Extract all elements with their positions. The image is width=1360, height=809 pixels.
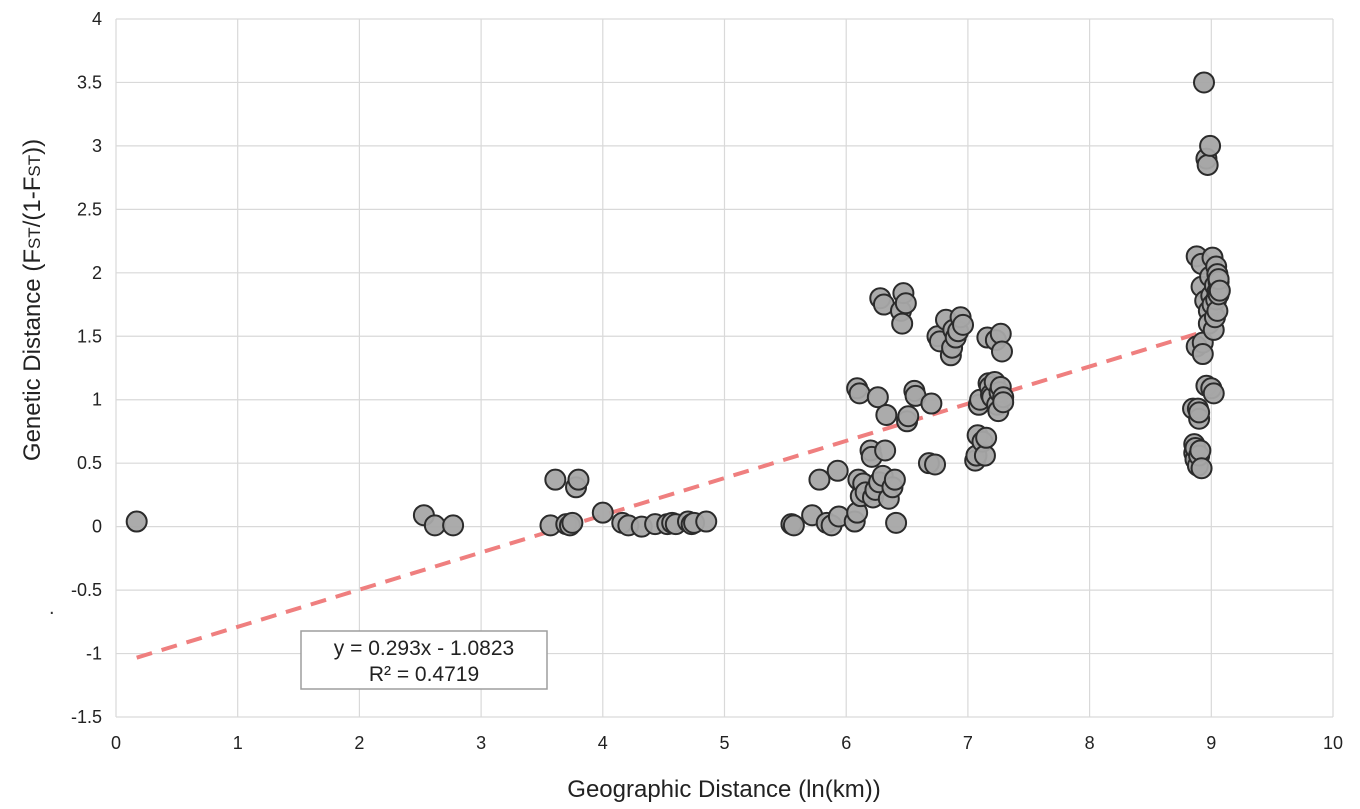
data-point: [891, 312, 914, 335]
x-tick-label: 1: [233, 733, 243, 753]
data-point: [975, 426, 998, 449]
y-tick-label: -0.5: [71, 580, 102, 600]
data-point: [990, 340, 1013, 363]
x-axis-title: Geographic Distance (ln(km)): [567, 776, 880, 803]
y-tick-label: 2.5: [77, 199, 102, 219]
y-axis-title-part: )): [19, 139, 46, 155]
data-point: [1192, 71, 1215, 94]
data-point: [1208, 279, 1231, 302]
y-axis-title: Genetic Distance (FST/(1-FST)): [19, 139, 46, 461]
data-point: [1202, 382, 1225, 405]
data-point: [897, 405, 920, 428]
data-point: [567, 468, 590, 491]
grid-lines: [115, 18, 1334, 718]
y-axis-title-part: /(1-F: [19, 177, 46, 228]
y-tick-label: 2: [92, 263, 102, 283]
y-tick-label: 1.5: [77, 326, 102, 346]
data-point: [782, 514, 805, 537]
trendline: [136, 330, 1203, 660]
data-point: [894, 292, 917, 315]
y-tick-label: 3: [92, 136, 102, 156]
trendline-r-squared: R² = 0.4719: [369, 663, 479, 686]
y-tick-label: 4: [92, 9, 102, 29]
data-points: [125, 71, 1231, 538]
y-tick-labels: -1.5 -1 -0.5 0 0.5 1 1.5 2 2.5 3 3.5 4: [71, 9, 102, 727]
data-point: [875, 403, 898, 426]
x-tick-label: 2: [354, 733, 364, 753]
equation-box: y = 0.293x - 1.0823 R² = 0.4719: [300, 630, 548, 690]
stray-mark: .: [49, 597, 55, 619]
x-tick-label: 6: [841, 733, 851, 753]
x-tick-label: 5: [719, 733, 729, 753]
data-point: [866, 386, 889, 409]
x-tick-label: 8: [1085, 733, 1095, 753]
data-point: [992, 391, 1015, 414]
data-point: [561, 511, 584, 534]
data-point: [924, 453, 947, 476]
y-tick-label: 3.5: [77, 72, 102, 92]
y-axis-title-subscript: ST: [25, 155, 44, 177]
y-tick-label: 1: [92, 390, 102, 410]
data-point: [423, 514, 446, 537]
data-point: [125, 510, 148, 533]
y-tick-label: -1.5: [71, 707, 102, 727]
data-point: [442, 514, 465, 537]
x-tick-labels: 0 1 2 3 4 5 6 7 8 9 10: [111, 733, 1343, 753]
trendline-equation: y = 0.293x - 1.0823: [334, 637, 514, 660]
data-point: [695, 510, 718, 533]
equation-box-frame: [300, 630, 548, 690]
data-point: [826, 459, 849, 482]
data-point: [544, 468, 567, 491]
data-point: [874, 439, 897, 462]
data-point: [885, 511, 908, 534]
data-point: [883, 468, 906, 491]
x-tick-label: 7: [963, 733, 973, 753]
data-point: [591, 501, 614, 524]
data-point: [848, 382, 871, 405]
x-tick-label: 0: [111, 733, 121, 753]
y-axis-title-subscript: ST: [25, 227, 44, 249]
y-tick-label: 0.5: [77, 453, 102, 473]
x-tick-label: 10: [1323, 733, 1343, 753]
x-tick-label: 3: [476, 733, 486, 753]
data-point: [1190, 457, 1213, 480]
data-point: [920, 392, 943, 415]
y-tick-label: 0: [92, 517, 102, 537]
data-point: [1191, 343, 1214, 366]
data-point: [1196, 153, 1219, 176]
data-point: [808, 468, 831, 491]
x-tick-label: 9: [1206, 733, 1216, 753]
data-point: [952, 313, 975, 336]
y-tick-label: -1: [86, 644, 102, 664]
x-tick-label: 4: [598, 733, 608, 753]
data-point: [1188, 401, 1211, 424]
data-point: [1199, 134, 1222, 157]
y-axis-title-part: Genetic Distance (F: [19, 249, 46, 461]
